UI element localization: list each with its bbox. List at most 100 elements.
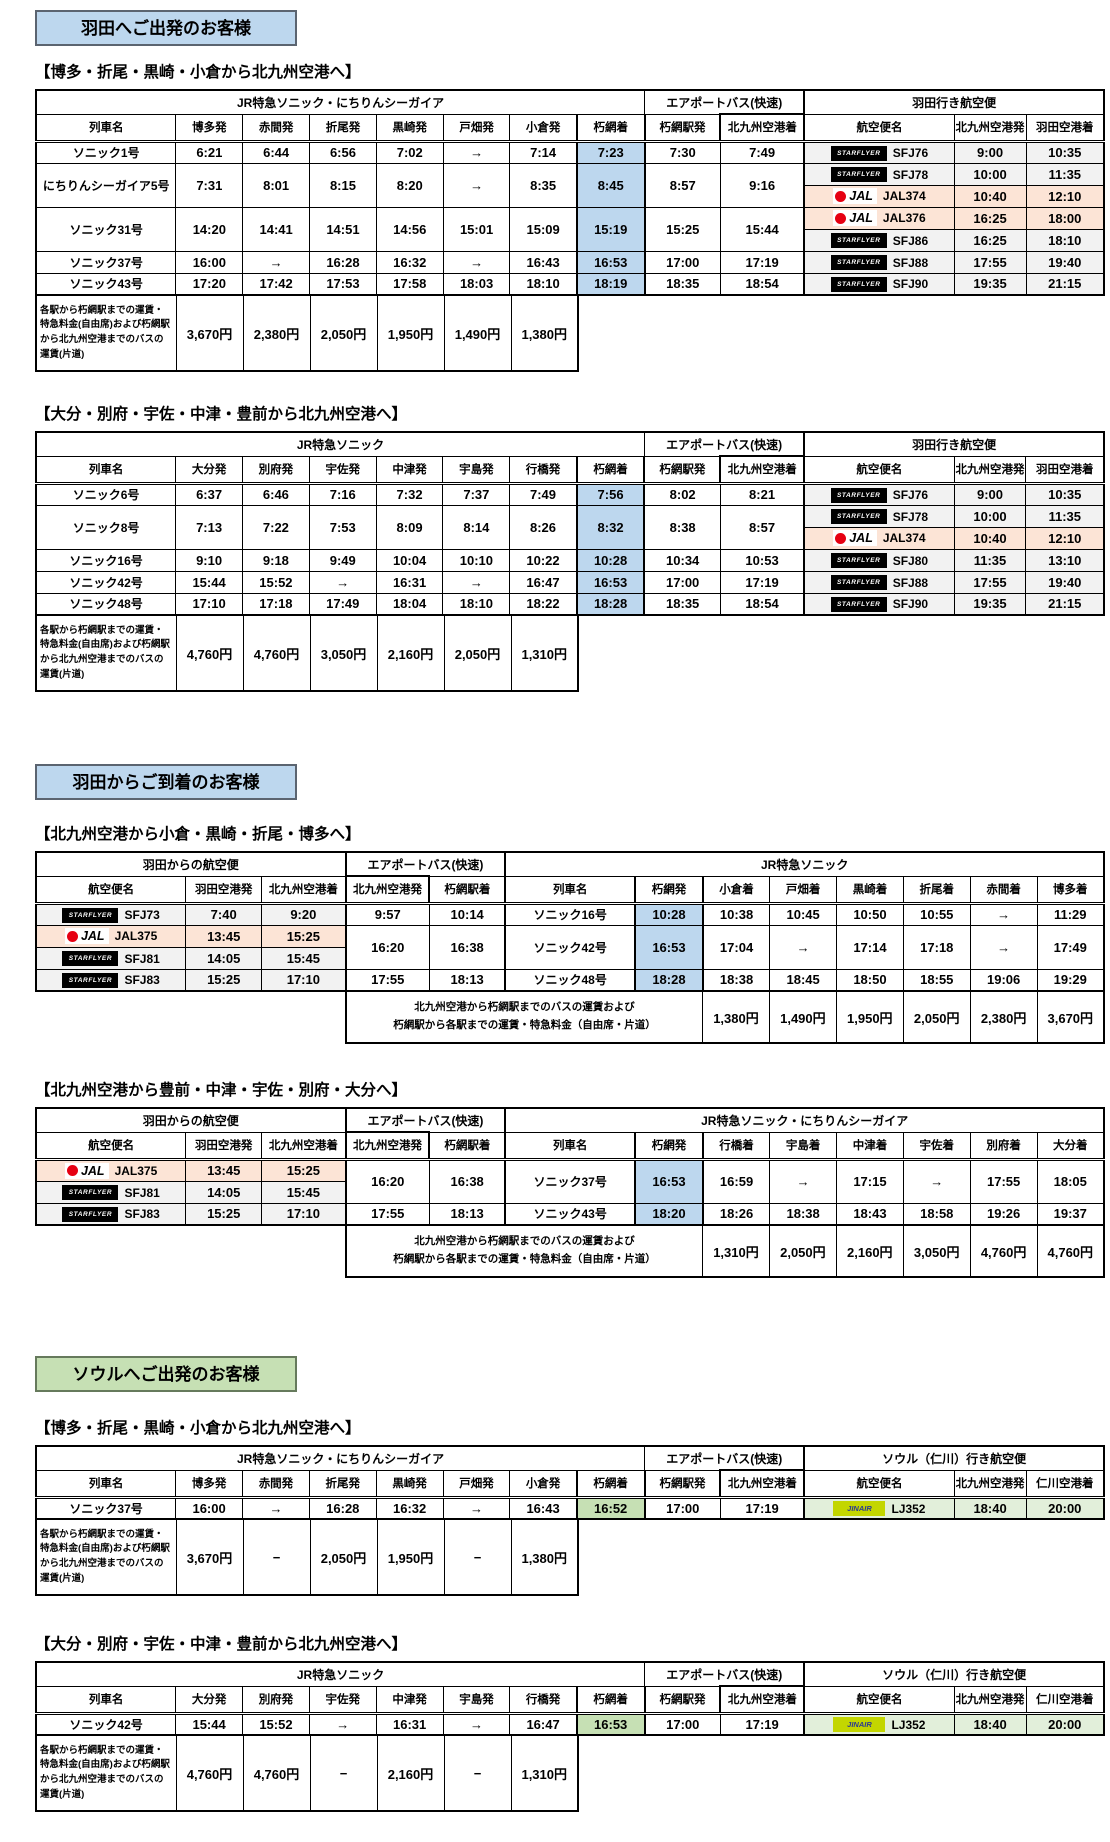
time-cell: 18:40 bbox=[953, 1496, 1027, 1520]
column-header: JR特急ソニック bbox=[35, 1661, 646, 1687]
kusami-time-cell: 18:20 bbox=[634, 1202, 704, 1226]
column-header: 北九州空港着 bbox=[719, 113, 806, 143]
column-header: 行橋発 bbox=[509, 455, 578, 485]
starflyer-logo: STARFLYER bbox=[830, 145, 887, 161]
container: JR特急ソニック エアポートバス(快速) 羽田行き航空便 列車名 大分発 別府発 宇佐発中… bbox=[35, 431, 1105, 616]
jal-logo: JAL bbox=[833, 188, 877, 205]
time-cell: 18:22 bbox=[509, 592, 578, 616]
starflyer-logo: STARFLYER bbox=[62, 1206, 119, 1222]
column-header: 宇佐着 bbox=[902, 1131, 971, 1161]
flight-code: SFJ83 bbox=[124, 973, 160, 988]
column-header: 赤間着 bbox=[969, 875, 1038, 905]
jal-crane-icon bbox=[835, 190, 847, 202]
jal-crane-icon bbox=[835, 212, 847, 224]
column-header: 北九州空港着 bbox=[719, 455, 806, 485]
time-cell: 16:00 bbox=[175, 250, 244, 274]
column-header: 仁川空港着 bbox=[1025, 1469, 1105, 1499]
section-subtitle: 【博多・折尾・黒崎・小倉から北九州空港へ】 bbox=[35, 64, 361, 81]
time-cell: 18:35 bbox=[644, 272, 721, 296]
starflyer-logo: STARFLYER bbox=[830, 487, 887, 503]
flight-code: SFJ78 bbox=[892, 167, 929, 182]
train-name: ソニック42号 bbox=[35, 570, 177, 594]
group-header-row: 羽田からの航空便 エアポートバス(快速) JR特急ソニック・にちりんシーガイア bbox=[35, 1107, 1105, 1133]
time-cell: 16:28 bbox=[308, 1496, 377, 1520]
time-cell: 16:43 bbox=[509, 250, 578, 274]
column-header: 羽田からの航空便 bbox=[35, 1107, 347, 1133]
column-header-row: 列車名 大分発 別府発 宇佐発 中津発 宇島発 行橋発 朽網着 朽網駅発 北九州空港着 航空便名 北九… bbox=[35, 1685, 1105, 1715]
banner-haneda-arrival: 羽田からご到着のお客様 bbox=[35, 764, 297, 800]
group-header-row: JR特急ソニック エアポートバス(快速) ソウル（仁川）行き航空便 bbox=[35, 1661, 1105, 1687]
column-header: 羽田行き航空便 bbox=[803, 89, 1105, 115]
flight-cell: JAL JAL375 bbox=[35, 924, 187, 948]
time-cell: → bbox=[902, 1158, 971, 1204]
flight-code: SFJ81 bbox=[124, 951, 160, 966]
flight-code: SFJ80 bbox=[892, 553, 929, 568]
time-cell: 16:59 bbox=[702, 1158, 771, 1204]
train-row: ソニック42号 15:44 15:52 → 16:31 → 16:47 16:53 17:00 1… bbox=[35, 1712, 1105, 1736]
column-header: 北九州空港着 bbox=[261, 875, 347, 905]
time-cell: 16:32 bbox=[375, 1496, 444, 1520]
fare-table: 各駅から朽網駅までの運賃・特急料金(自由席)および朽網駅から北九州空港までのバス… bbox=[35, 1734, 579, 1812]
time-cell: 7:53 bbox=[308, 504, 377, 550]
group-header-row: 羽田からの航空便 エアポートバス(快速) JR特急ソニック bbox=[35, 851, 1105, 877]
time-cell: 18:10 bbox=[442, 592, 511, 616]
container: 各駅から朽網駅までの運賃・特急料金(自由席)および朽網駅から北九州空港までのバス… bbox=[35, 1734, 579, 1812]
container: 羽田からの航空便 エアポートバス(快速) JR特急ソニック 航空便名 羽田空港発 北九州… bbox=[35, 851, 1105, 992]
fare-cell: 1,490円 bbox=[443, 294, 512, 372]
flight-code: LJ352 bbox=[891, 1717, 926, 1732]
container: JAL bbox=[849, 189, 873, 204]
table-oita-to-kitakyushu-airport-seoul: JR特急ソニック エアポートバス(快速) ソウル（仁川）行き航空便 列車名 大分発 別府… bbox=[35, 1661, 1105, 1736]
starflyer-logo: STARFLYER bbox=[830, 167, 887, 183]
column-header: 別府発 bbox=[242, 455, 310, 485]
container: JR特急ソニック エアポートバス(快速) ソウル（仁川）行き航空便 列車名 大分発 別府… bbox=[35, 1661, 1105, 1736]
time-cell: 17:18 bbox=[242, 592, 310, 616]
flight-code: JAL374 bbox=[882, 189, 926, 204]
time-cell: → bbox=[769, 1158, 838, 1204]
time-cell: 18:43 bbox=[836, 1202, 904, 1226]
fare-cell: 3,050円 bbox=[902, 1224, 971, 1278]
time-cell: 19:35 bbox=[953, 592, 1027, 616]
column-header: 行橋着 bbox=[702, 1131, 771, 1161]
column-header: 朽網着 bbox=[575, 1685, 646, 1715]
jal-logo: JAL bbox=[833, 210, 877, 227]
time-cell: 13:45 bbox=[185, 1158, 263, 1182]
train-name: ソニック48号 bbox=[35, 592, 177, 616]
time-cell: 10:53 bbox=[719, 548, 805, 572]
starflyer-logo: STARFLYER bbox=[830, 509, 887, 525]
section-subtitle: 【大分・別府・宇佐・中津・豊前から北九州空港へ】 bbox=[35, 406, 408, 423]
time-cell: 15:44 bbox=[175, 1712, 244, 1736]
kusami-time-cell: 18:19 bbox=[575, 272, 646, 296]
kusami-time-cell: 16:53 bbox=[634, 1158, 704, 1204]
time-cell: 14:05 bbox=[185, 1180, 263, 1204]
train-name: ソニック42号 bbox=[504, 924, 636, 970]
kusami-time-cell: 8:32 bbox=[575, 504, 646, 550]
flight-code: LJ352 bbox=[891, 1501, 926, 1516]
time-cell: 10:34 bbox=[643, 548, 721, 572]
flight-cell: STARFLYER SFJ86 bbox=[803, 228, 955, 252]
column-header: 朽網駅発 bbox=[644, 1685, 721, 1715]
column-header: 航空便名 bbox=[803, 455, 955, 485]
kusami-time-cell: 16:52 bbox=[575, 1496, 646, 1520]
fare-cell: − bbox=[309, 1734, 378, 1812]
time-cell: 16:32 bbox=[375, 250, 444, 274]
time-cell: 17:18 bbox=[902, 924, 971, 970]
time-cell: 17:00 bbox=[643, 570, 721, 594]
time-cell: 9:20 bbox=[261, 902, 347, 926]
column-header: 行橋発 bbox=[509, 1685, 578, 1715]
time-cell: 6:21 bbox=[175, 140, 244, 164]
time-cell: 17:42 bbox=[242, 272, 311, 296]
time-cell: → bbox=[769, 924, 838, 970]
train-name: ソニック37号 bbox=[35, 1496, 177, 1520]
container: 北九州空港から朽網駅までのバスの運賃および 朽網駅から各駅までの運賃・特急料金（自… bbox=[345, 990, 1105, 1044]
train-name: ソニック43号 bbox=[504, 1202, 636, 1226]
time-cell: 18:00 bbox=[1025, 206, 1105, 230]
time-cell: 10:35 bbox=[1025, 140, 1105, 164]
time-cell: 16:43 bbox=[509, 1496, 578, 1520]
time-cell: 18:54 bbox=[719, 272, 805, 296]
time-cell: 15:25 bbox=[185, 968, 263, 992]
container: 北九州空港から朽網駅までのバスの運賃および bbox=[414, 1235, 635, 1248]
container: 各駅から朽網駅までの運賃・特急料金(自由席)および朽網駅から北九州空港までのバス… bbox=[35, 1518, 579, 1596]
time-cell: 17:53 bbox=[309, 272, 377, 296]
starflyer-logo: STARFLYER bbox=[830, 553, 887, 569]
fare-cell: − bbox=[443, 1518, 512, 1596]
